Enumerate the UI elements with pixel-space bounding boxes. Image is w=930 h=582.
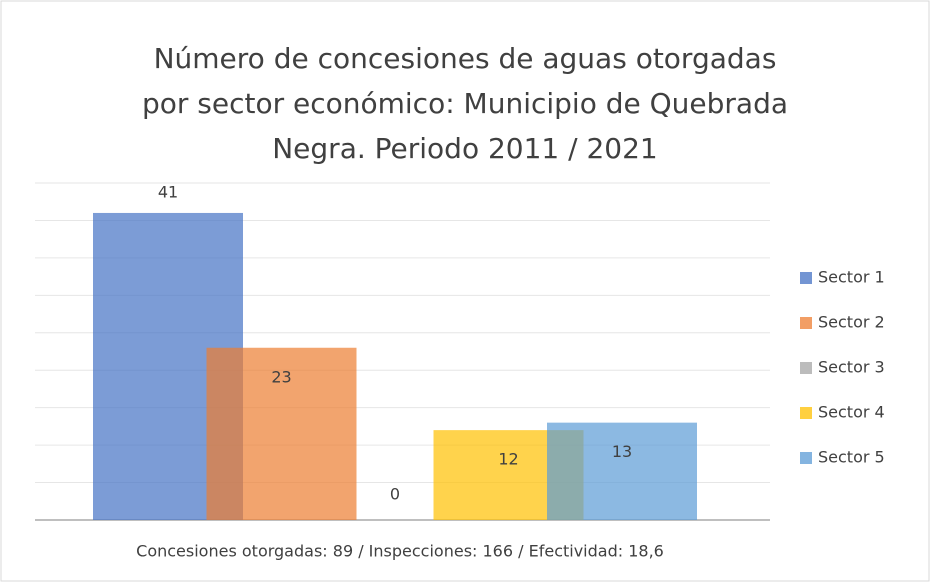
legend-swatch: [800, 317, 812, 329]
data-label: 13: [612, 442, 632, 461]
chart-title: Número de concesiones de aguas otorgadas: [154, 42, 777, 75]
chart-title: Negra. Periodo 2011 / 2021: [272, 132, 658, 165]
x-axis-label: Concesiones otorgadas: 89 / Inspecciones…: [136, 542, 664, 561]
legend-label: Sector 5: [818, 448, 885, 467]
legend-label: Sector 2: [818, 313, 885, 332]
legend-swatch: [800, 452, 812, 464]
data-label: 23: [271, 367, 291, 386]
data-label: 12: [498, 450, 518, 469]
legend-swatch: [800, 362, 812, 374]
data-label: 41: [158, 182, 178, 201]
bar: [206, 347, 357, 520]
legend-swatch: [800, 407, 812, 419]
data-label: 0: [390, 485, 400, 504]
legend-label: Sector 3: [818, 358, 885, 377]
legend-label: Sector 1: [818, 268, 885, 287]
bar: [547, 422, 697, 520]
legend-swatch: [800, 272, 812, 284]
legend-label: Sector 4: [818, 403, 885, 422]
chart-title: por sector económico: Municipio de Quebr…: [142, 87, 788, 120]
